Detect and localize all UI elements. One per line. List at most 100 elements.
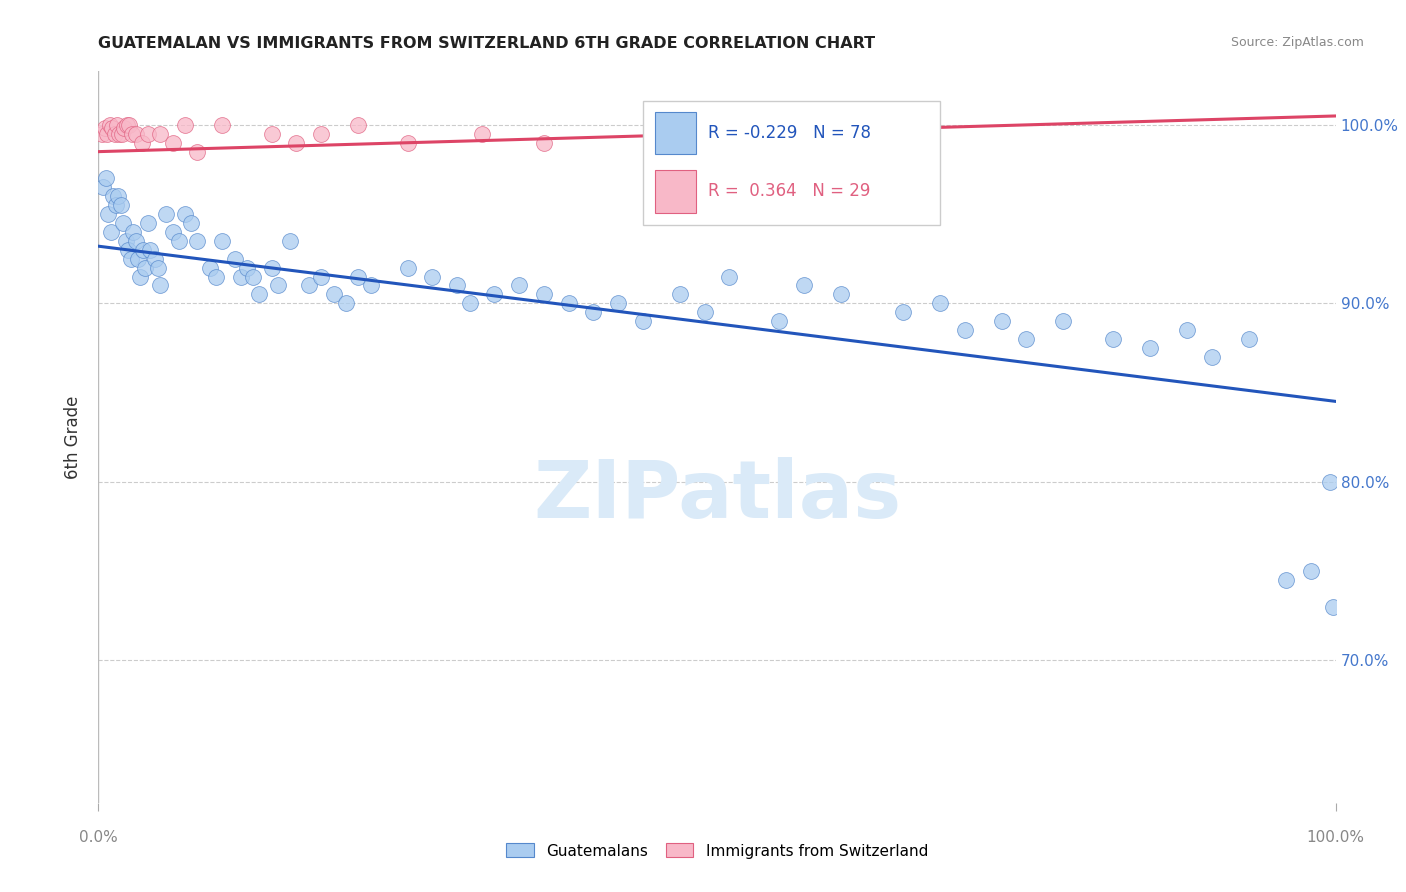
Point bbox=[132, 243, 155, 257]
Point bbox=[718, 269, 741, 284]
Point bbox=[112, 216, 135, 230]
Point bbox=[1201, 350, 1223, 364]
Point bbox=[1299, 564, 1322, 578]
Point bbox=[167, 234, 190, 248]
Point bbox=[422, 269, 444, 284]
Point bbox=[105, 118, 128, 132]
Point bbox=[162, 225, 184, 239]
Point bbox=[793, 278, 815, 293]
Point bbox=[224, 252, 246, 266]
Text: R = -0.229   N = 78: R = -0.229 N = 78 bbox=[709, 124, 872, 142]
Point bbox=[146, 260, 169, 275]
Point bbox=[198, 260, 221, 275]
Point bbox=[118, 118, 141, 132]
Text: ZIPatlas: ZIPatlas bbox=[533, 457, 901, 534]
Text: 100.0%: 100.0% bbox=[1306, 830, 1365, 845]
Point bbox=[127, 252, 149, 266]
Point bbox=[124, 127, 146, 141]
Point bbox=[103, 189, 125, 203]
Point bbox=[928, 296, 950, 310]
Point bbox=[347, 269, 370, 284]
Point bbox=[93, 180, 115, 194]
Point bbox=[100, 225, 122, 239]
Point bbox=[149, 127, 172, 141]
Point bbox=[533, 136, 555, 150]
Point bbox=[953, 323, 976, 337]
Point bbox=[309, 269, 332, 284]
Legend: Guatemalans, Immigrants from Switzerland: Guatemalans, Immigrants from Switzerland bbox=[501, 838, 934, 864]
Point bbox=[236, 260, 259, 275]
Point bbox=[211, 118, 233, 132]
Point bbox=[186, 145, 208, 159]
Point bbox=[322, 287, 344, 301]
Point bbox=[582, 305, 605, 319]
Point bbox=[631, 314, 654, 328]
Point bbox=[129, 269, 152, 284]
Point bbox=[143, 252, 166, 266]
Point bbox=[124, 234, 146, 248]
Point bbox=[891, 305, 914, 319]
Point bbox=[990, 314, 1012, 328]
Point bbox=[242, 269, 264, 284]
Point bbox=[830, 287, 852, 301]
Point bbox=[1319, 475, 1341, 489]
Point bbox=[446, 278, 468, 293]
Point bbox=[669, 287, 692, 301]
Y-axis label: 6th Grade: 6th Grade bbox=[65, 395, 83, 479]
Point bbox=[1275, 573, 1298, 587]
Point bbox=[107, 189, 129, 203]
Point bbox=[267, 278, 290, 293]
Point bbox=[471, 127, 494, 141]
Point bbox=[396, 260, 419, 275]
Point bbox=[98, 118, 121, 132]
Point bbox=[108, 127, 131, 141]
Point bbox=[260, 127, 283, 141]
Point bbox=[229, 269, 252, 284]
Text: R =  0.364   N = 29: R = 0.364 N = 29 bbox=[709, 182, 870, 201]
Point bbox=[155, 207, 177, 221]
Point bbox=[1102, 332, 1125, 346]
Point bbox=[174, 118, 197, 132]
Point bbox=[101, 121, 124, 136]
Point bbox=[180, 216, 202, 230]
Text: Source: ZipAtlas.com: Source: ZipAtlas.com bbox=[1230, 36, 1364, 49]
Point bbox=[347, 118, 370, 132]
Point bbox=[533, 287, 555, 301]
Point bbox=[1322, 599, 1344, 614]
Point bbox=[186, 234, 208, 248]
Point bbox=[93, 121, 115, 136]
Point bbox=[162, 136, 184, 150]
Point bbox=[114, 234, 136, 248]
Point bbox=[136, 216, 159, 230]
Point bbox=[91, 127, 114, 141]
Point bbox=[205, 269, 228, 284]
Point bbox=[768, 314, 790, 328]
FancyBboxPatch shape bbox=[655, 112, 696, 154]
Point bbox=[458, 296, 481, 310]
Point bbox=[278, 234, 301, 248]
Point bbox=[136, 127, 159, 141]
Point bbox=[693, 305, 716, 319]
Text: 0.0%: 0.0% bbox=[79, 830, 118, 845]
Point bbox=[115, 118, 138, 132]
Point bbox=[96, 127, 118, 141]
Point bbox=[149, 278, 172, 293]
Point bbox=[94, 171, 117, 186]
Point bbox=[247, 287, 270, 301]
Point bbox=[1015, 332, 1038, 346]
Point bbox=[174, 207, 197, 221]
Point bbox=[110, 198, 132, 212]
Point bbox=[396, 136, 419, 150]
Point bbox=[1237, 332, 1260, 346]
Point bbox=[1052, 314, 1074, 328]
Point bbox=[298, 278, 321, 293]
Point bbox=[1139, 341, 1161, 355]
Point bbox=[131, 136, 153, 150]
Point bbox=[122, 225, 145, 239]
FancyBboxPatch shape bbox=[643, 101, 939, 225]
Point bbox=[557, 296, 579, 310]
Point bbox=[104, 198, 127, 212]
Point bbox=[103, 127, 125, 141]
Point bbox=[285, 136, 308, 150]
Point bbox=[1175, 323, 1198, 337]
